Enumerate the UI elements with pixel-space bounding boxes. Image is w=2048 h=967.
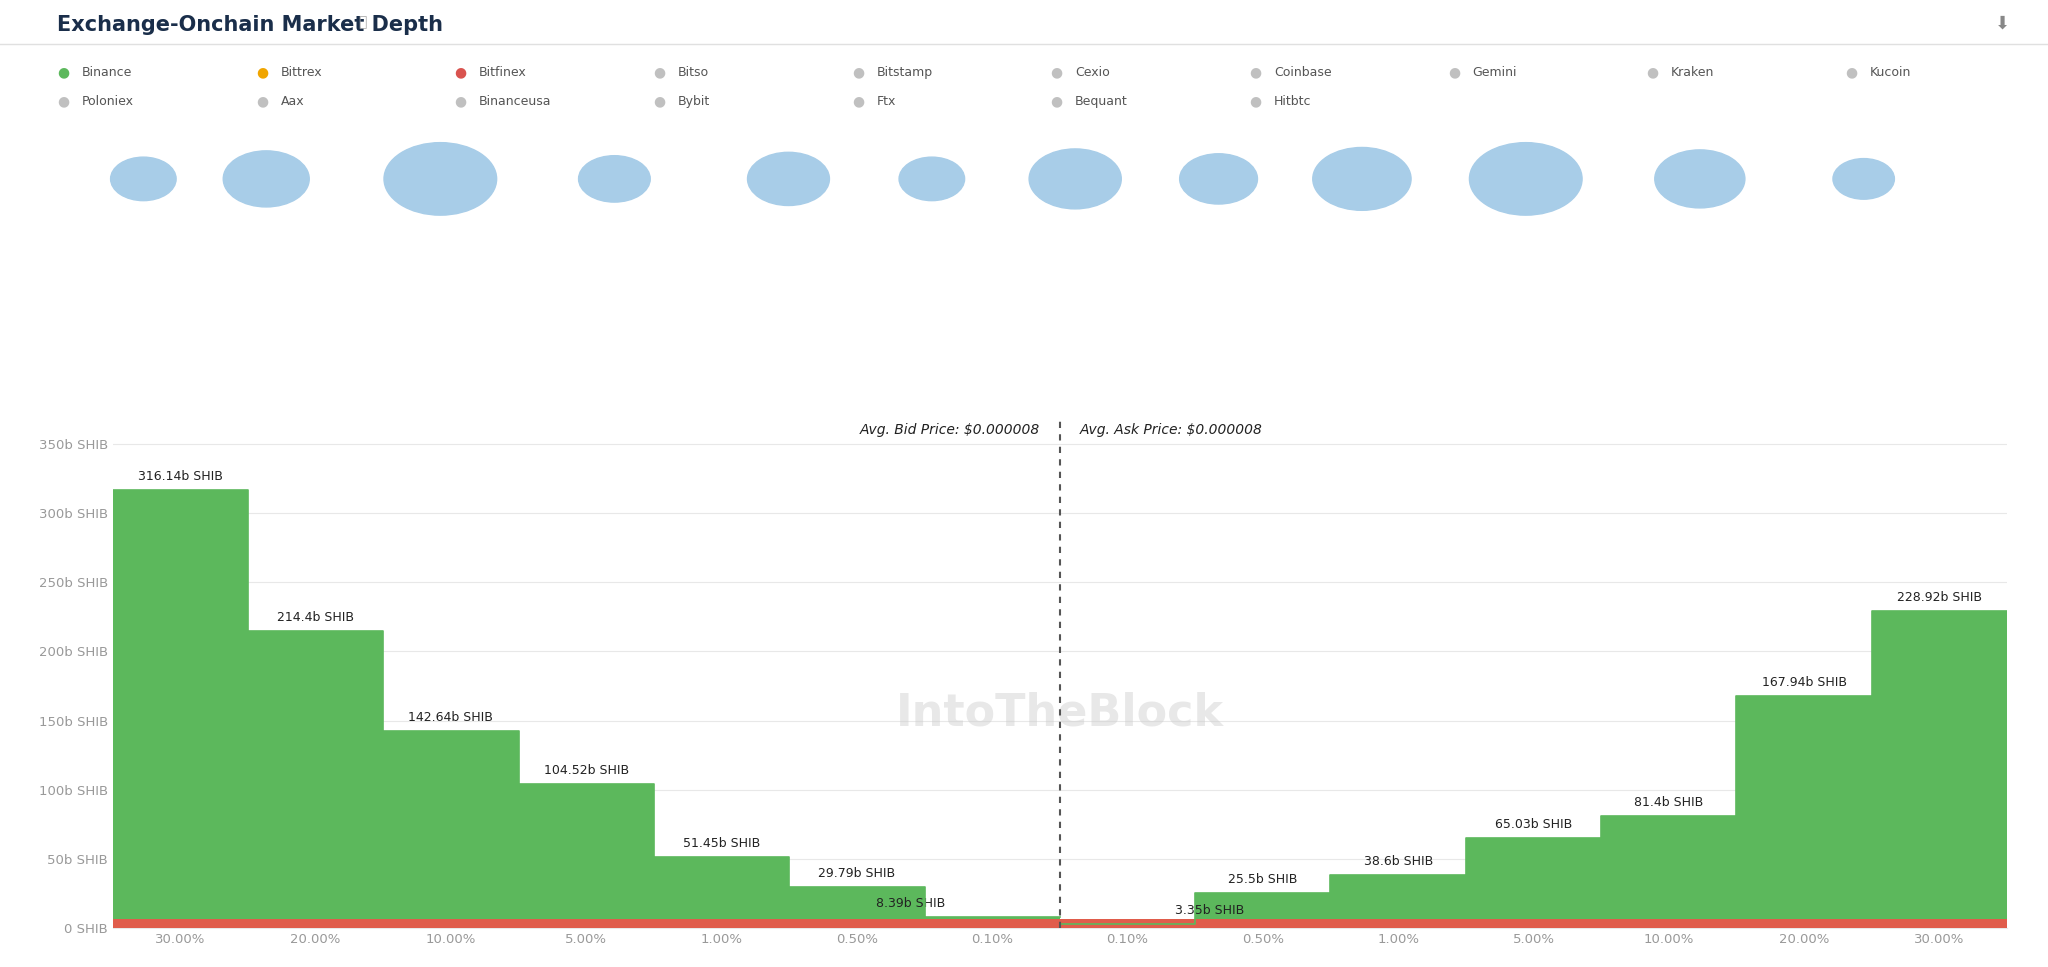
Text: ●: ● [1647, 66, 1659, 79]
Text: Bitfinex: Bitfinex [479, 66, 526, 79]
Text: Poloniex: Poloniex [82, 95, 133, 108]
Text: 81.4b SHIB: 81.4b SHIB [1634, 796, 1704, 808]
Text: ●: ● [256, 95, 268, 108]
Text: ●: ● [653, 95, 666, 108]
Text: ●: ● [852, 66, 864, 79]
Text: Binance: Binance [82, 66, 133, 79]
Text: ●: ● [1845, 66, 1858, 79]
Text: Bitstamp: Bitstamp [877, 66, 932, 79]
Text: 25.5b SHIB: 25.5b SHIB [1229, 873, 1298, 886]
Text: ●: ● [852, 95, 864, 108]
Text: Avg. Ask Price: $0.000008: Avg. Ask Price: $0.000008 [1079, 423, 1264, 437]
Text: 65.03b SHIB: 65.03b SHIB [1495, 818, 1573, 832]
Text: Bybit: Bybit [678, 95, 711, 108]
Text: 142.64b SHIB: 142.64b SHIB [408, 711, 494, 724]
Text: ●: ● [455, 66, 467, 79]
Text: Kucoin: Kucoin [1870, 66, 1911, 79]
Text: 167.94b SHIB: 167.94b SHIB [1761, 676, 1847, 689]
Text: Binanceusa: Binanceusa [479, 95, 551, 108]
Text: Cexio: Cexio [1075, 66, 1110, 79]
Text: ❓: ❓ [358, 15, 367, 29]
Text: Gemini: Gemini [1473, 66, 1518, 79]
Text: 8.39b SHIB: 8.39b SHIB [877, 896, 944, 910]
Text: Hitbtc: Hitbtc [1274, 95, 1311, 108]
Text: Avg. Bid Price: $0.000008: Avg. Bid Price: $0.000008 [860, 423, 1040, 437]
Text: ●: ● [455, 95, 467, 108]
Text: Aax: Aax [281, 95, 305, 108]
Text: 228.92b SHIB: 228.92b SHIB [1896, 591, 1982, 604]
Text: ●: ● [1051, 95, 1063, 108]
Text: ●: ● [256, 66, 268, 79]
Text: Exchange-Onchain Market Depth: Exchange-Onchain Market Depth [57, 15, 442, 35]
Text: 104.52b SHIB: 104.52b SHIB [543, 764, 629, 777]
Text: 29.79b SHIB: 29.79b SHIB [819, 867, 895, 880]
Text: ●: ● [1051, 66, 1063, 79]
Text: ⬇: ⬇ [1995, 15, 2011, 33]
Text: ●: ● [57, 66, 70, 79]
Text: Coinbase: Coinbase [1274, 66, 1331, 79]
Text: Bittrex: Bittrex [281, 66, 322, 79]
Text: Kraken: Kraken [1671, 66, 1714, 79]
Text: 38.6b SHIB: 38.6b SHIB [1364, 855, 1434, 868]
Text: Bequant: Bequant [1075, 95, 1128, 108]
Text: ●: ● [653, 66, 666, 79]
Text: ●: ● [1448, 66, 1460, 79]
Text: ●: ● [1249, 95, 1262, 108]
Text: ●: ● [1249, 66, 1262, 79]
Text: IntoTheBlock: IntoTheBlock [895, 691, 1225, 735]
Text: 3.35b SHIB: 3.35b SHIB [1176, 904, 1243, 917]
Text: 51.45b SHIB: 51.45b SHIB [682, 837, 760, 850]
Text: ●: ● [57, 95, 70, 108]
Text: 214.4b SHIB: 214.4b SHIB [276, 611, 354, 625]
Text: 316.14b SHIB: 316.14b SHIB [137, 471, 223, 484]
Text: Bitso: Bitso [678, 66, 709, 79]
Text: Ftx: Ftx [877, 95, 895, 108]
